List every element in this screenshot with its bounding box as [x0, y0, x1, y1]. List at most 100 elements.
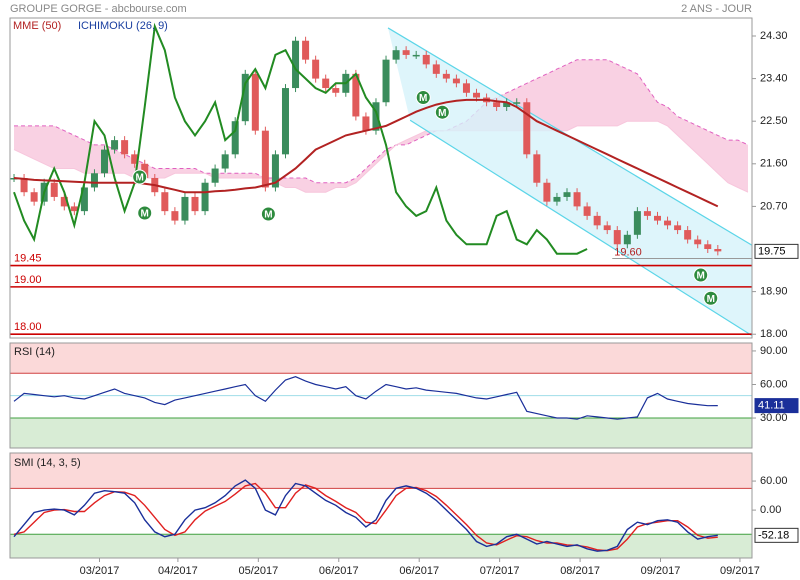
x-tick-label: 09/2017 — [720, 565, 760, 577]
candle — [332, 88, 340, 93]
x-tick-label: 04/2017 — [158, 565, 198, 577]
candle — [302, 40, 310, 60]
signal-marker-label: M — [264, 210, 272, 221]
candle — [80, 187, 88, 212]
ichimoku-cloud — [14, 59, 748, 193]
signal-marker — [703, 290, 719, 306]
rsi-title: RSI (14) — [14, 346, 55, 358]
candle — [111, 140, 119, 150]
candle — [101, 149, 109, 174]
candle — [714, 249, 722, 252]
candle — [493, 102, 501, 107]
candle — [261, 130, 269, 188]
candle — [643, 211, 651, 216]
candle — [362, 116, 370, 131]
candle — [312, 59, 320, 79]
signal-marker-label: M — [438, 108, 446, 119]
candle — [653, 215, 661, 221]
candle — [543, 182, 551, 202]
candle — [553, 196, 561, 202]
mme-line — [13, 98, 719, 208]
candle — [513, 102, 521, 104]
candle — [422, 54, 430, 65]
x-tick-label: 03/2017 — [80, 565, 120, 577]
signal-marker — [693, 267, 709, 283]
candle — [523, 102, 531, 155]
signal-marker — [137, 205, 153, 221]
y-tick-label: 0.00 — [760, 504, 781, 516]
y-tick-label: 21.60 — [760, 158, 788, 170]
chart-subtitle: 2 ANS - JOUR — [681, 3, 752, 15]
candle — [704, 244, 712, 250]
candle — [211, 168, 219, 183]
rsi-overbought-zone — [10, 343, 752, 374]
candle — [70, 206, 78, 212]
signal-marker-label: M — [697, 271, 705, 282]
x-tick-label: 06/2017 — [399, 565, 439, 577]
signal-marker — [415, 90, 431, 106]
y-tick-label: 18.90 — [760, 286, 788, 298]
candle — [573, 192, 581, 207]
x-tick-label: 07/2017 — [480, 565, 520, 577]
candle — [694, 239, 702, 245]
legend-mme: MME (50) — [13, 20, 61, 32]
y-tick-label: 60.00 — [760, 378, 788, 390]
last-value-label: 19.75 — [758, 245, 786, 257]
candle — [121, 140, 129, 155]
candle — [402, 50, 410, 55]
candle — [231, 121, 239, 155]
candle — [322, 78, 330, 89]
candle — [613, 230, 621, 245]
last-value-label: 41.11 — [758, 400, 785, 412]
candle — [563, 192, 571, 197]
level-label: 19.00 — [14, 274, 42, 286]
smi-overbought-zone — [10, 453, 752, 489]
candle — [674, 225, 682, 231]
ichimoku-chikou — [13, 22, 588, 255]
smi-oversold-zone — [10, 534, 752, 558]
candle — [60, 196, 68, 207]
candle — [20, 178, 28, 193]
candle — [684, 230, 692, 240]
candle — [251, 73, 259, 131]
candle — [171, 211, 179, 221]
y-tick-label: 30.00 — [760, 412, 788, 424]
y-tick-label: 90.00 — [760, 345, 788, 357]
candle — [271, 154, 279, 188]
y-tick-label: 24.30 — [760, 30, 788, 42]
rsi-oversold-zone — [10, 418, 752, 448]
y-tick-label: 23.40 — [760, 72, 788, 84]
last-value-box — [754, 398, 799, 414]
support-label: 19.60 — [614, 246, 642, 258]
x-tick-label: 06/2017 — [319, 565, 359, 577]
candle — [90, 173, 98, 188]
x-tick-label: 08/2017 — [560, 565, 600, 577]
candle — [462, 83, 470, 93]
candle — [432, 64, 440, 74]
signal-marker — [434, 104, 450, 120]
signal-marker — [260, 206, 276, 222]
candle — [623, 234, 631, 245]
candle — [131, 154, 139, 164]
x-tick-label: 05/2017 — [238, 565, 278, 577]
y-tick-label: 60.00 — [760, 475, 788, 487]
signal-marker-label: M — [707, 294, 715, 305]
channel-line — [409, 119, 753, 337]
candle — [30, 192, 38, 202]
level-label: 19.45 — [14, 252, 42, 264]
candle — [181, 196, 189, 221]
chart-title: GROUPE GORGE - abcbourse.com — [10, 3, 187, 15]
candle — [161, 192, 169, 212]
signal-marker-label: M — [141, 209, 149, 220]
candle — [221, 154, 229, 169]
y-tick-label: 22.50 — [760, 115, 788, 127]
last-value-box — [754, 527, 799, 543]
candle — [533, 154, 541, 183]
x-tick-label: 09/2017 — [641, 565, 681, 577]
candle — [392, 50, 400, 60]
rsi-line — [13, 376, 718, 420]
candle — [241, 73, 249, 122]
candle — [281, 88, 289, 155]
